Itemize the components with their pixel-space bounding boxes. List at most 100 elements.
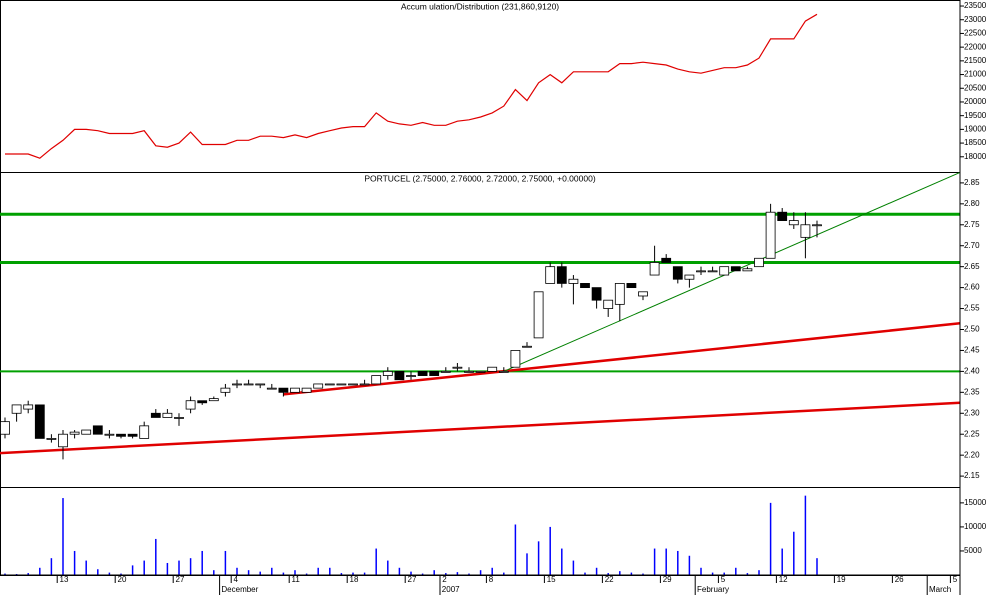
y-tick-label: 2.75: [964, 220, 980, 229]
y-tick-label: 2.55: [964, 304, 980, 313]
x-tick-label: 26: [895, 575, 904, 584]
x-tick-label: 22: [605, 575, 614, 584]
x-tick-label: 12: [779, 575, 788, 584]
y-tick-label: 19500: [964, 111, 987, 120]
y-tick-label: 2.60: [964, 283, 980, 292]
candle-body: [730, 266, 741, 272]
candle-body: [255, 383, 266, 386]
y-tick-label: 19000: [964, 124, 987, 133]
month-label: March: [929, 585, 951, 594]
x-tick-label: 20: [118, 575, 127, 584]
x-tick-label: 5: [953, 575, 958, 584]
candle-body: [359, 383, 370, 386]
trend-line: [0, 401, 961, 455]
candle-body: [754, 257, 764, 268]
y-tick-label: 22500: [964, 29, 987, 38]
candle-body: [127, 433, 138, 437]
candle-body: [719, 266, 730, 276]
candle-body: [765, 211, 776, 259]
ad-title: Accum ulation/Distribution (231,860,9120…: [401, 1, 559, 11]
candle-body: [348, 383, 358, 386]
candle-body: [522, 345, 532, 348]
price-title: PORTUCEL (2.75000, 2.76000, 2.72000, 2.7…: [364, 173, 595, 183]
candle-body: [440, 370, 451, 373]
candle-body: [162, 412, 173, 418]
candle-body: [812, 224, 822, 227]
candle-body: [301, 387, 312, 393]
y-tick-label: 2.15: [964, 471, 980, 480]
x-tick-label: 5: [721, 575, 726, 584]
candle-body: [324, 383, 335, 386]
x-tick-label: 8: [489, 575, 494, 584]
y-tick-label: 20500: [964, 83, 987, 92]
month-label: February: [697, 585, 729, 594]
month-label: 2007: [442, 585, 460, 594]
candle-body: [788, 220, 799, 226]
x-tick-label: 11: [292, 575, 301, 584]
candle-body: [614, 283, 625, 305]
candle-body: [649, 262, 660, 276]
y-tick-label: 2.45: [964, 346, 980, 355]
y-tick-label: 18500: [964, 138, 987, 147]
y-tick-label: 2.35: [964, 387, 980, 396]
candle-body: [800, 224, 811, 238]
candle-body: [510, 350, 521, 368]
candle-body: [81, 429, 92, 435]
candle-body: [394, 370, 405, 381]
candle-body: [580, 283, 590, 289]
candle-body: [382, 370, 393, 376]
y-tick-label: 23500: [964, 1, 987, 10]
candle-body: [545, 266, 556, 284]
candle-body: [603, 299, 614, 309]
y-tick-label: 21500: [964, 56, 987, 65]
x-tick-label: 2: [442, 575, 447, 584]
x-tick-label: 13: [60, 575, 69, 584]
candle-body: [34, 404, 45, 439]
candle-body: [266, 387, 277, 390]
candle-body: [208, 398, 219, 402]
y-tick-label: 2.40: [964, 366, 980, 375]
candle-body: [417, 370, 428, 376]
x-tick-label: 18: [350, 575, 359, 584]
candle-body: [777, 211, 788, 221]
trend-line: [503, 171, 961, 372]
x-tick-label: 29: [663, 575, 672, 584]
candle-body: [0, 421, 10, 435]
candle-body: [498, 370, 509, 373]
candle-body: [174, 417, 184, 419]
candle-body: [487, 366, 498, 372]
candle-body: [69, 431, 80, 435]
candle-body: [58, 433, 68, 448]
y-tick-label: 2.20: [964, 450, 980, 459]
candle-body: [452, 366, 463, 369]
candle-body: [243, 383, 254, 386]
candle-body: [23, 404, 34, 410]
candle-body: [11, 404, 22, 414]
candle-body: [116, 433, 126, 437]
y-tick-label: 2.50: [964, 325, 980, 334]
candle-body: [626, 283, 637, 289]
candle-body: [475, 370, 486, 373]
y-tick-label: 15000: [964, 498, 987, 507]
candle-body: [104, 433, 115, 436]
trend-line: [283, 321, 961, 396]
candle-body: [696, 270, 706, 273]
candle-body: [638, 291, 648, 297]
x-tick-label: 27: [176, 575, 185, 584]
y-tick-label: 21000: [964, 70, 987, 79]
y-tick-label: 5000: [964, 546, 982, 555]
candle-body: [371, 375, 382, 385]
candle-body: [220, 387, 231, 393]
candle-body: [278, 387, 289, 393]
x-tick-label: 27: [408, 575, 417, 584]
y-tick-label: 2.70: [964, 241, 980, 250]
y-tick-label: 22000: [964, 42, 987, 51]
candle-body: [290, 387, 300, 393]
candle-body: [139, 425, 150, 439]
candle-body: [336, 383, 347, 386]
candle-body: [313, 383, 324, 389]
candle-body: [568, 278, 579, 284]
y-tick-label: 10000: [964, 522, 987, 531]
month-label: December: [221, 585, 258, 594]
candle-body: [672, 266, 683, 280]
